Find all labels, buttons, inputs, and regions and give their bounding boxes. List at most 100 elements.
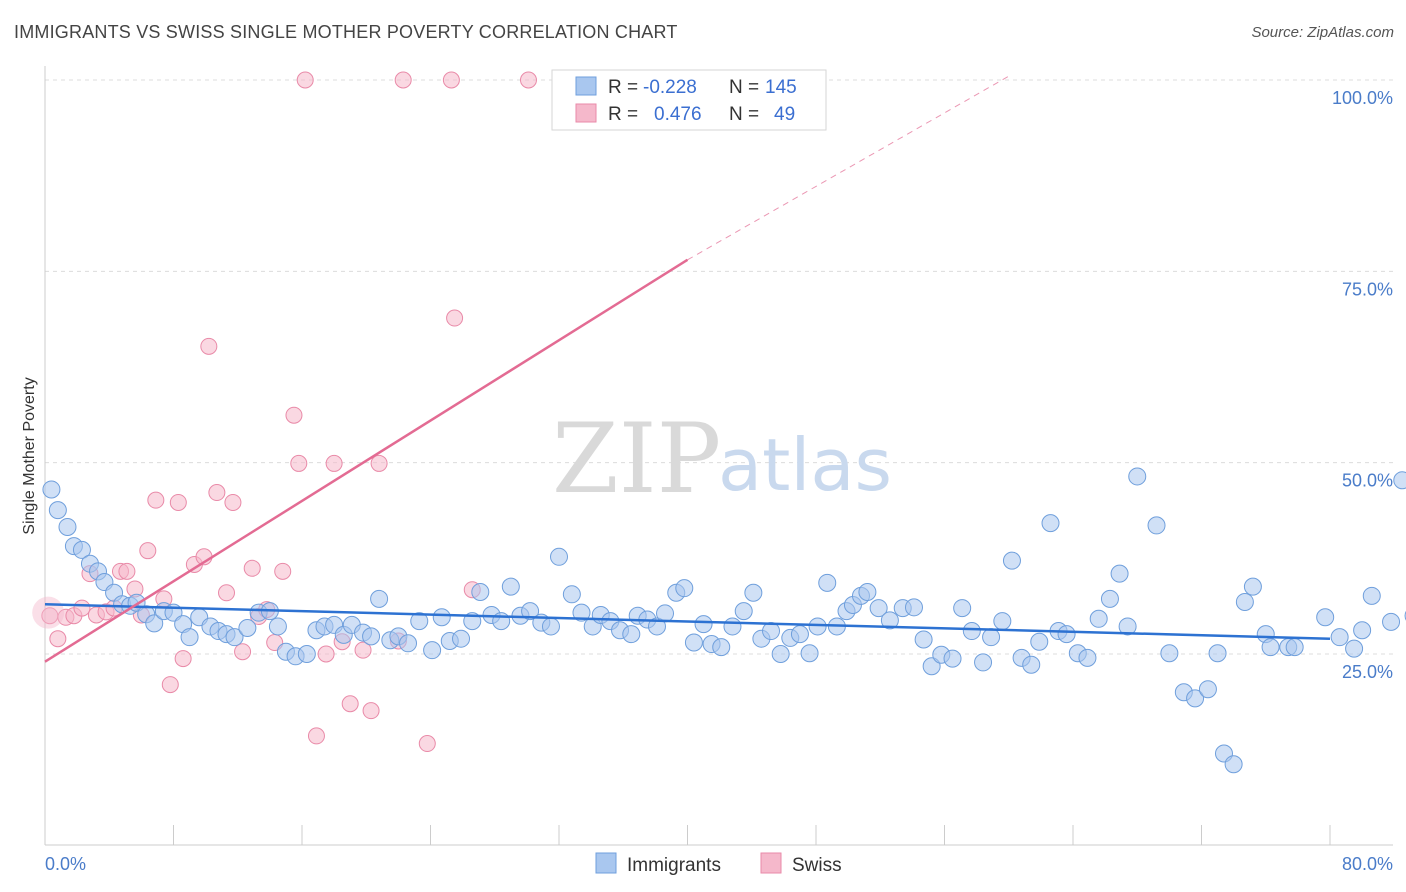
immigrants-point — [1128, 467, 1147, 486]
y-tick-label-25: 25.0% — [1342, 662, 1393, 682]
legend-r-value-1: -0.228 — [643, 77, 697, 98]
immigrants-point — [869, 599, 888, 618]
swiss-point — [243, 559, 261, 577]
immigrants-point — [1235, 592, 1254, 611]
swiss-point — [394, 71, 412, 89]
source-credit: Source: ZipAtlas.com — [1251, 24, 1394, 41]
immigrants-point — [1078, 648, 1097, 667]
legend-r-label-2: R = — [608, 104, 638, 125]
immigrants-point — [1147, 516, 1166, 535]
swiss-point — [234, 643, 252, 661]
watermark-zip: ZIP — [552, 403, 721, 515]
swiss-point — [147, 491, 165, 509]
legend-r-value-2: 0.476 — [654, 104, 702, 125]
swiss-point — [224, 493, 242, 511]
immigrants-point — [712, 638, 731, 657]
immigrants-point — [1100, 589, 1119, 608]
immigrants-point — [808, 617, 827, 636]
x-tick-label-max: 80.0% — [1342, 854, 1393, 874]
y-tick-label-75: 75.0% — [1342, 279, 1393, 299]
immigrants-point — [550, 547, 568, 566]
immigrants-point — [58, 517, 77, 536]
immigrants-point — [800, 644, 819, 663]
immigrants-point — [1030, 632, 1049, 651]
immigrants-point — [1160, 644, 1179, 663]
y-tick-label-50: 50.0% — [1342, 471, 1393, 491]
watermark: ZIP atlas — [552, 403, 892, 515]
swiss-point — [174, 650, 192, 668]
swiss-point — [208, 484, 226, 502]
immigrants-point — [501, 577, 520, 596]
swiss-point — [446, 309, 464, 327]
immigrants-point — [1186, 689, 1205, 708]
immigrants-point — [943, 649, 962, 668]
immigrants-point — [370, 589, 389, 608]
immigrants-point — [922, 657, 941, 676]
immigrants-point — [1353, 621, 1372, 640]
immigrants-point — [1118, 617, 1137, 636]
swiss-point — [317, 645, 335, 663]
immigrants-point — [399, 634, 418, 653]
bottom-legend-swiss: Swiss — [792, 855, 842, 876]
legend-box: R = -0.228 N = 145 R = 0.476 N = 49 — [551, 69, 827, 131]
swiss-point — [418, 735, 436, 753]
immigrants-point — [562, 585, 581, 604]
immigrants-point — [145, 614, 164, 633]
immigrants-point — [268, 617, 287, 636]
swiss-point — [218, 584, 236, 602]
immigrants-point — [297, 645, 316, 663]
immigrants-point — [541, 617, 560, 636]
immigrants-point — [622, 625, 641, 644]
immigrants-point — [962, 622, 981, 641]
immigrants-point — [238, 618, 257, 637]
immigrants-point — [656, 604, 675, 623]
immigrants-point — [1393, 471, 1406, 490]
immigrants-point — [1224, 755, 1243, 774]
bottom-legend: Immigrants Swiss — [595, 852, 842, 876]
swiss-point — [274, 562, 292, 580]
immigrants-point — [1330, 628, 1349, 647]
bottom-legend-immigrants: Immigrants — [627, 855, 721, 876]
swiss-point — [341, 695, 359, 713]
swiss-point — [139, 542, 157, 560]
bottom-legend-swatch-swiss — [760, 852, 782, 874]
immigrants-point — [1089, 609, 1108, 628]
swiss-trend-line — [44, 258, 689, 663]
swiss-points — [32, 71, 537, 753]
swiss-trend-extension — [687, 75, 1009, 261]
axes — [44, 66, 1393, 846]
immigrants-point — [72, 540, 91, 559]
swiss-point — [325, 454, 343, 472]
immigrants-point — [694, 615, 713, 634]
swiss-point — [118, 562, 136, 580]
x-tick-labels: 0.0% 80.0% — [45, 854, 1393, 874]
swiss-point — [200, 337, 218, 355]
immigrants-points — [42, 467, 1406, 774]
immigrants-point — [423, 641, 442, 660]
legend-swatch-swiss — [575, 103, 597, 123]
immigrants-point — [1002, 551, 1021, 570]
immigrants-point — [362, 627, 381, 646]
swiss-point — [49, 630, 67, 648]
bottom-legend-swatch-immigrants — [595, 852, 617, 874]
immigrants-point — [410, 612, 429, 631]
immigrants-point — [982, 628, 1001, 647]
immigrants-point — [1285, 638, 1304, 657]
swiss-point — [354, 641, 372, 659]
immigrants-point — [521, 602, 540, 621]
swiss-point — [370, 454, 388, 472]
immigrants-point — [1316, 608, 1335, 627]
immigrants-point — [1110, 564, 1129, 583]
immigrants-point — [48, 501, 67, 520]
immigrants-point — [790, 625, 809, 644]
immigrants-point — [1243, 577, 1262, 596]
chart-title: IMMIGRANTS VS SWISS SINGLE MOTHER POVERT… — [14, 22, 678, 42]
swiss-point — [73, 599, 91, 617]
immigrants-point — [974, 653, 993, 672]
swiss-point — [290, 454, 308, 472]
immigrants-point — [647, 617, 666, 636]
immigrants-point — [818, 573, 837, 592]
immigrants-point — [744, 583, 763, 602]
immigrants-point — [1208, 644, 1227, 663]
